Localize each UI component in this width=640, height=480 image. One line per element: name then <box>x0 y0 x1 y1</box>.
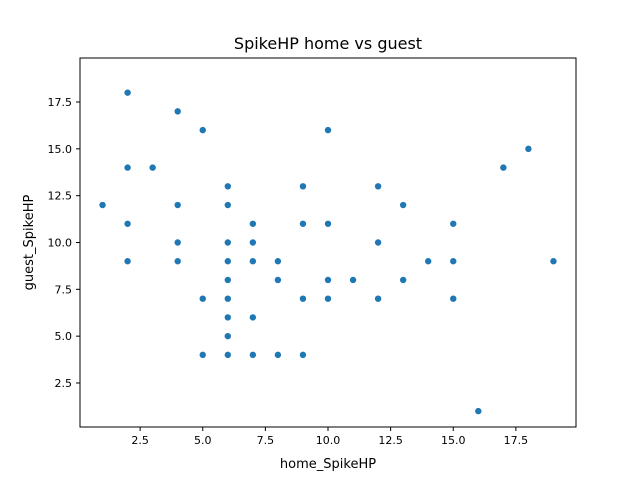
data-point <box>99 201 106 209</box>
data-point <box>199 126 206 134</box>
data-point <box>475 407 482 415</box>
data-point <box>299 220 307 227</box>
data-point <box>249 220 257 227</box>
data-point <box>249 239 257 246</box>
data-point <box>450 258 457 265</box>
data-point <box>224 314 231 321</box>
data-point <box>274 276 282 284</box>
y-tick-label: 17.5 <box>48 96 73 109</box>
data-point <box>274 258 282 265</box>
data-point <box>124 164 131 171</box>
x-tick-label: 2.5 <box>131 434 149 447</box>
data-point <box>224 239 231 246</box>
data-point <box>124 89 131 96</box>
data-point <box>349 276 357 284</box>
data-point <box>174 108 181 115</box>
data-point <box>224 183 231 190</box>
data-point <box>224 276 231 284</box>
data-point <box>324 276 332 284</box>
data-point <box>500 164 507 171</box>
data-point <box>374 295 382 302</box>
data-point <box>525 145 532 153</box>
data-point <box>199 351 206 359</box>
data-point <box>324 126 332 134</box>
data-point <box>374 183 382 190</box>
x-tick-label: 10.0 <box>316 434 341 447</box>
data-point <box>199 295 206 302</box>
x-axis-label: home_SpikeHP <box>280 457 376 472</box>
data-point <box>149 164 156 171</box>
data-point <box>249 314 257 321</box>
data-point <box>224 332 231 340</box>
data-point <box>299 183 307 190</box>
plot-frame <box>79 57 577 428</box>
data-point <box>224 258 231 265</box>
data-point <box>174 239 181 246</box>
data-point <box>174 201 181 209</box>
data-point <box>124 220 131 227</box>
x-tick-label: 12.5 <box>378 434 403 447</box>
y-axis-label: guest_SpikeHP <box>22 195 37 291</box>
x-tick-label: 15.0 <box>441 434 466 447</box>
y-tick-label: 10.0 <box>48 237 73 250</box>
data-point <box>299 295 307 302</box>
data-points <box>99 89 557 415</box>
data-point <box>399 276 407 284</box>
data-point <box>274 351 282 359</box>
data-point <box>224 295 231 302</box>
x-tick-label: 5.0 <box>194 434 212 447</box>
data-point <box>374 239 382 246</box>
y-axis: 2.5 5.0 7.5 10.0 12.5 15.0 17.5 <box>48 96 80 390</box>
data-point <box>550 258 557 265</box>
data-point <box>299 351 307 359</box>
data-point <box>450 295 457 302</box>
x-tick-label: 17.5 <box>504 434 529 447</box>
y-tick-label: 15.0 <box>48 143 73 156</box>
data-point <box>249 351 257 359</box>
data-point <box>174 258 181 265</box>
data-point <box>124 258 131 265</box>
data-point <box>425 258 432 265</box>
data-point <box>324 220 332 227</box>
y-tick-label: 5.0 <box>55 330 73 343</box>
x-tick-label: 7.5 <box>257 434 275 447</box>
x-axis: 2.5 5.0 7.5 10.0 12.5 15.0 17.5 <box>131 427 528 447</box>
chart-title: SpikeHP home vs guest <box>234 34 422 53</box>
y-tick-label: 12.5 <box>48 190 73 203</box>
y-tick-label: 7.5 <box>55 283 73 296</box>
data-point <box>249 258 257 265</box>
data-point <box>324 295 332 302</box>
y-tick-label: 2.5 <box>55 377 73 390</box>
data-point <box>224 201 231 209</box>
data-point <box>450 220 457 227</box>
data-point <box>399 201 407 209</box>
data-point <box>224 351 231 359</box>
